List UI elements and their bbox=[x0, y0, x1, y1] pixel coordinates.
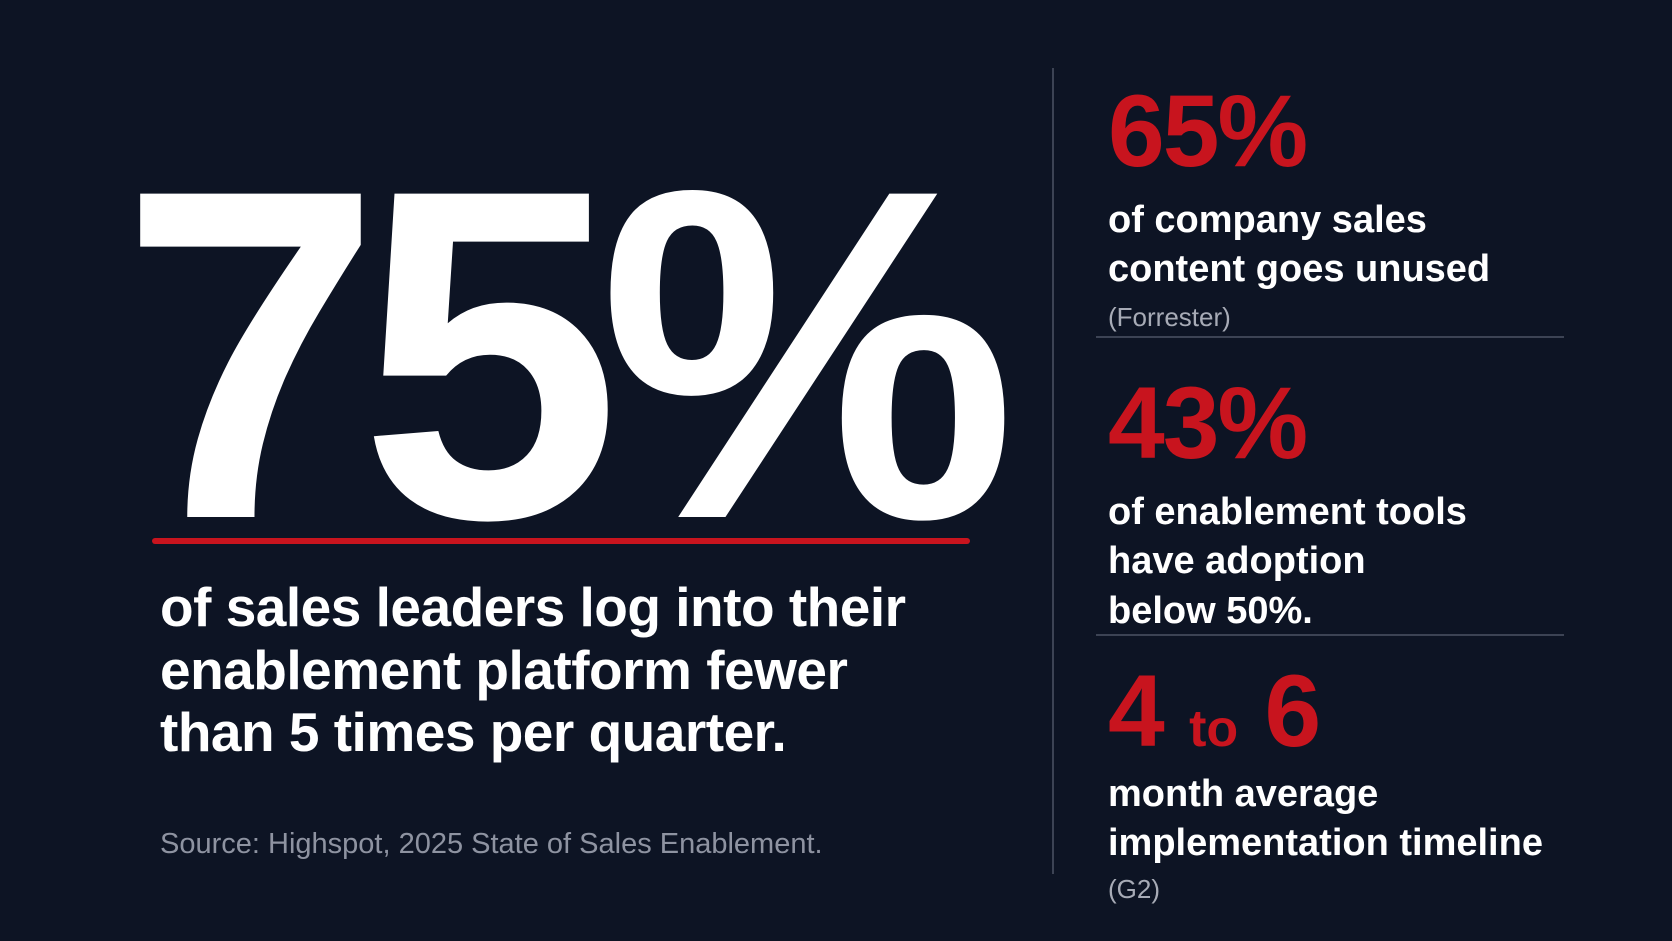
stat-description: of company sales content goes unused bbox=[1108, 196, 1608, 295]
stat-description-line: content goes unused bbox=[1108, 248, 1491, 291]
stat-description-line: month average bbox=[1108, 773, 1379, 815]
stat-value: 65% bbox=[1108, 74, 1308, 188]
stat-range-start: 4 bbox=[1108, 654, 1165, 768]
stat-description: month average implementation timeline bbox=[1108, 770, 1608, 869]
stat-range-connector: to bbox=[1189, 700, 1239, 758]
stat-source-citation: (G2) bbox=[1108, 873, 1160, 904]
stat-divider bbox=[1096, 336, 1564, 338]
hero-statistic: 75% bbox=[120, 92, 1017, 617]
column-divider bbox=[1052, 68, 1054, 874]
stat-block-tool-adoption: 43% of enablement tools have adoption be… bbox=[1108, 372, 1608, 636]
stat-range-end: 6 bbox=[1264, 654, 1322, 768]
stat-value: 43% bbox=[1108, 366, 1308, 480]
stat-description-line: below 50%. bbox=[1108, 589, 1313, 632]
hero-underline-divider bbox=[152, 538, 970, 544]
hero-caption: of sales leaders log into their enableme… bbox=[160, 576, 906, 764]
stat-description: of enablement tools have adoption below … bbox=[1108, 488, 1608, 636]
stat-divider bbox=[1096, 634, 1564, 636]
stat-block-implementation-timeline: 4 to 6 month average implementation time… bbox=[1108, 660, 1608, 907]
stat-description-line: implementation timeline bbox=[1108, 822, 1543, 865]
stat-description-line: of enablement tools bbox=[1108, 491, 1467, 533]
hero-source-citation: Source: Highspot, 2025 State of Sales En… bbox=[160, 828, 823, 860]
stat-block-unused-content: 65% of company sales content goes unused… bbox=[1108, 80, 1608, 335]
stat-description-line: have adoption bbox=[1108, 540, 1366, 583]
stat-description-line: of company sales bbox=[1108, 199, 1427, 241]
stat-value-range: 4 to 6 bbox=[1108, 660, 1608, 762]
stat-source-citation: (Forrester) bbox=[1108, 301, 1231, 332]
